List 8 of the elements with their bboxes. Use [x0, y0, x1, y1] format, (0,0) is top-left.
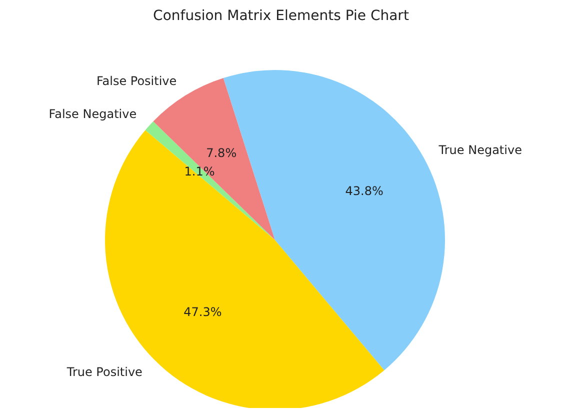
- data-label: 43.8%: [345, 184, 384, 198]
- slice-label: True Negative: [438, 142, 522, 157]
- chart-title: Confusion Matrix Elements Pie Chart: [152, 8, 410, 26]
- slice-label: True Positive: [66, 364, 142, 379]
- slice-label: False Positive: [96, 74, 177, 88]
- slice-label: False Negative: [48, 107, 137, 122]
- data-label: 7.8%: [206, 146, 237, 160]
- data-label: 47.3%: [184, 304, 222, 319]
